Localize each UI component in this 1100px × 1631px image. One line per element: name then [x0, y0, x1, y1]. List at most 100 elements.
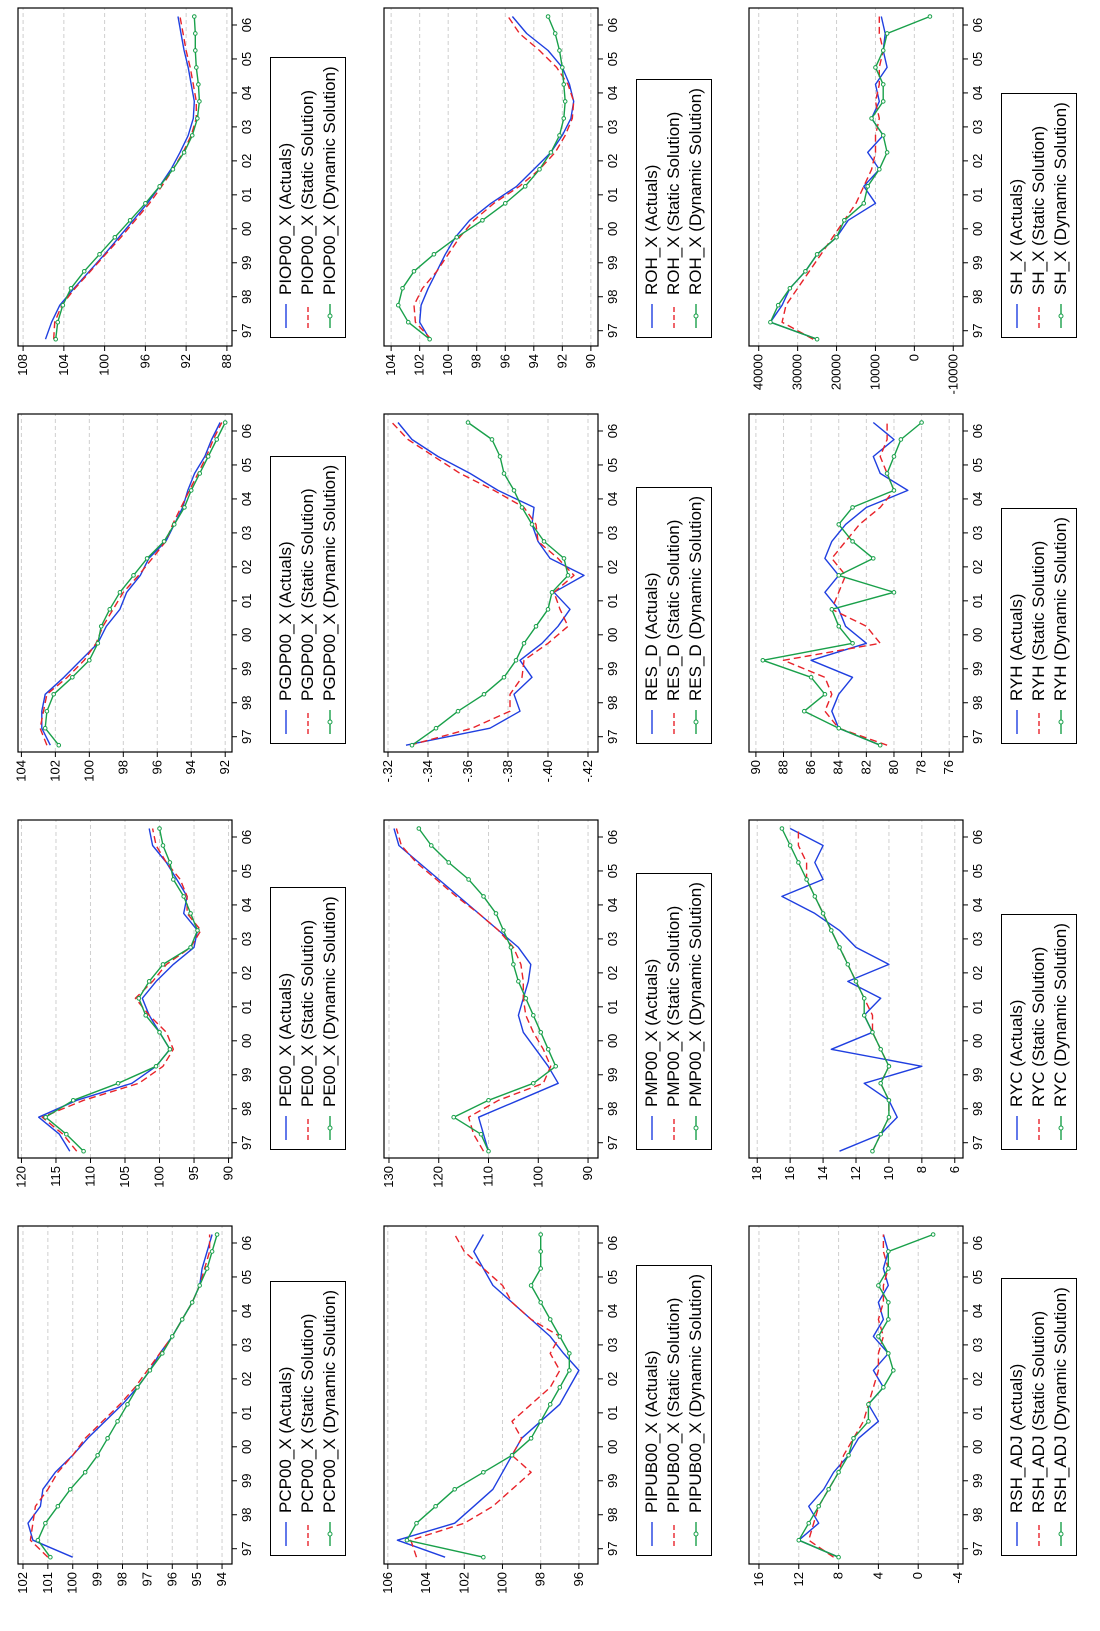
x-tick-label: 06 [605, 830, 620, 844]
series-line [411, 421, 569, 746]
series-point [197, 99, 202, 104]
series-point [115, 1419, 120, 1424]
series-point [898, 437, 904, 442]
series-point [509, 1452, 515, 1458]
legend-swatch-marker [1058, 1125, 1064, 1131]
y-tick-label: -.32 [380, 760, 395, 782]
series-point [836, 725, 842, 731]
legend-label: SH_X (Actuals) [1007, 178, 1026, 295]
legend-swatch [1016, 1522, 1018, 1546]
series-point [188, 911, 193, 916]
legend-swatch-marker [1058, 719, 1064, 725]
series-line [798, 1233, 934, 1558]
chart-svg: -10000 0 10000 20000 30000 40000 97 98 99 00 01 02 0… [748, 7, 985, 394]
x-tick-label: 05 [970, 458, 985, 472]
series-point [846, 1452, 851, 1458]
series-point [814, 251, 820, 257]
x-tick-label: 04 [239, 1304, 254, 1318]
legend-swatch-marker [327, 1531, 333, 1537]
legend-entry: RYC (Actuals) [1006, 923, 1028, 1141]
series-point [35, 1537, 41, 1543]
series-point [886, 1317, 891, 1322]
series-point [529, 522, 535, 527]
series-point [538, 1249, 543, 1254]
series-point [850, 505, 855, 510]
x-tick-label: 03 [239, 932, 254, 946]
y-tick-label: 82 [858, 760, 873, 774]
x-tick-label: 05 [970, 1270, 985, 1284]
plot-area [384, 8, 598, 346]
x-tick-label: 06 [239, 18, 254, 32]
x-tick-label: 00 [239, 1440, 254, 1454]
y-tick-label: 100 [530, 1166, 545, 1188]
x-tick-label: 01 [970, 594, 985, 608]
chart-panel: 6 8 10 12 14 16 18 97 98 99 00 01 02 03 04 05 06 RYC (Act… [741, 810, 1077, 1210]
plot-area [384, 820, 598, 1158]
series-point [760, 657, 766, 663]
series-point [552, 31, 558, 36]
series-point [891, 1368, 896, 1373]
legend-label: SH_X (Static Solution) [1029, 125, 1048, 295]
y-tick-label: 102 [15, 1572, 30, 1594]
series-point [466, 877, 471, 882]
legend-label: PE00_X (Actuals) [276, 972, 295, 1107]
series-point [801, 708, 807, 714]
series-point [796, 860, 801, 865]
y-tick-label: 12 [791, 1572, 806, 1586]
series-point [537, 167, 542, 172]
x-tick-label: 02 [970, 1372, 985, 1386]
series-point [561, 116, 567, 121]
series-line [55, 16, 201, 340]
series-point [82, 1469, 88, 1475]
legend-swatch [693, 1116, 699, 1140]
series-line [762, 421, 923, 746]
x-tick-label: 04 [239, 898, 254, 912]
x-tick-label: 99 [605, 256, 620, 270]
x-tick-label: 01 [239, 1000, 254, 1014]
series-point [497, 454, 503, 459]
legend-swatch [1038, 1116, 1040, 1140]
plot-area [749, 1226, 963, 1564]
legend-label: PGDP00_X (Static Solution) [298, 488, 317, 701]
chart-svg: 96 98 100 102 104 106 97 98 99 00 01 02 03 04 05 06 [380, 1225, 620, 1594]
y-tick-label: 96 [497, 354, 512, 368]
y-tick-label: 90 [580, 1166, 595, 1180]
series-point [878, 1046, 883, 1052]
series-point [511, 962, 516, 967]
series-point [528, 1436, 534, 1441]
series-point [81, 268, 87, 274]
x-tick-label: 01 [605, 188, 620, 202]
legend-swatch [1038, 710, 1040, 734]
legend-label: PCP00_X (Actuals) [276, 1366, 295, 1513]
y-tick-label: 40000 [751, 354, 766, 390]
legend-swatch [285, 710, 287, 734]
y-tick-label: 92 [217, 760, 232, 774]
series-point [480, 218, 485, 223]
series-point [531, 1080, 536, 1086]
legend-swatch [651, 1522, 653, 1546]
series-point [197, 471, 203, 476]
x-tick-label: 98 [239, 1508, 254, 1522]
series-point [884, 471, 890, 476]
series-line [44, 828, 199, 1152]
series-point [861, 1013, 867, 1018]
series-line [769, 15, 931, 340]
legend-swatch [1038, 1522, 1040, 1546]
x-tick-label: 03 [239, 526, 254, 540]
series-point [538, 1419, 543, 1424]
x-tick-label: 04 [605, 1304, 620, 1318]
legend-entry: PMP00_X (Dynamic Solution) [685, 882, 707, 1141]
x-tick-label: 03 [605, 120, 620, 134]
series-point [146, 979, 152, 984]
x-tick-label: 06 [239, 1236, 254, 1250]
x-tick-label: 04 [605, 86, 620, 100]
series-point [135, 1385, 140, 1390]
legend-swatch [651, 304, 653, 328]
series-point [886, 1063, 892, 1069]
y-tick-label: 95 [189, 1572, 204, 1586]
series-point [553, 1063, 558, 1069]
x-tick-label: 04 [970, 1304, 985, 1318]
y-tick-label: 100 [152, 1166, 167, 1188]
x-tick-label: 99 [970, 256, 985, 270]
series-point [136, 996, 142, 1001]
